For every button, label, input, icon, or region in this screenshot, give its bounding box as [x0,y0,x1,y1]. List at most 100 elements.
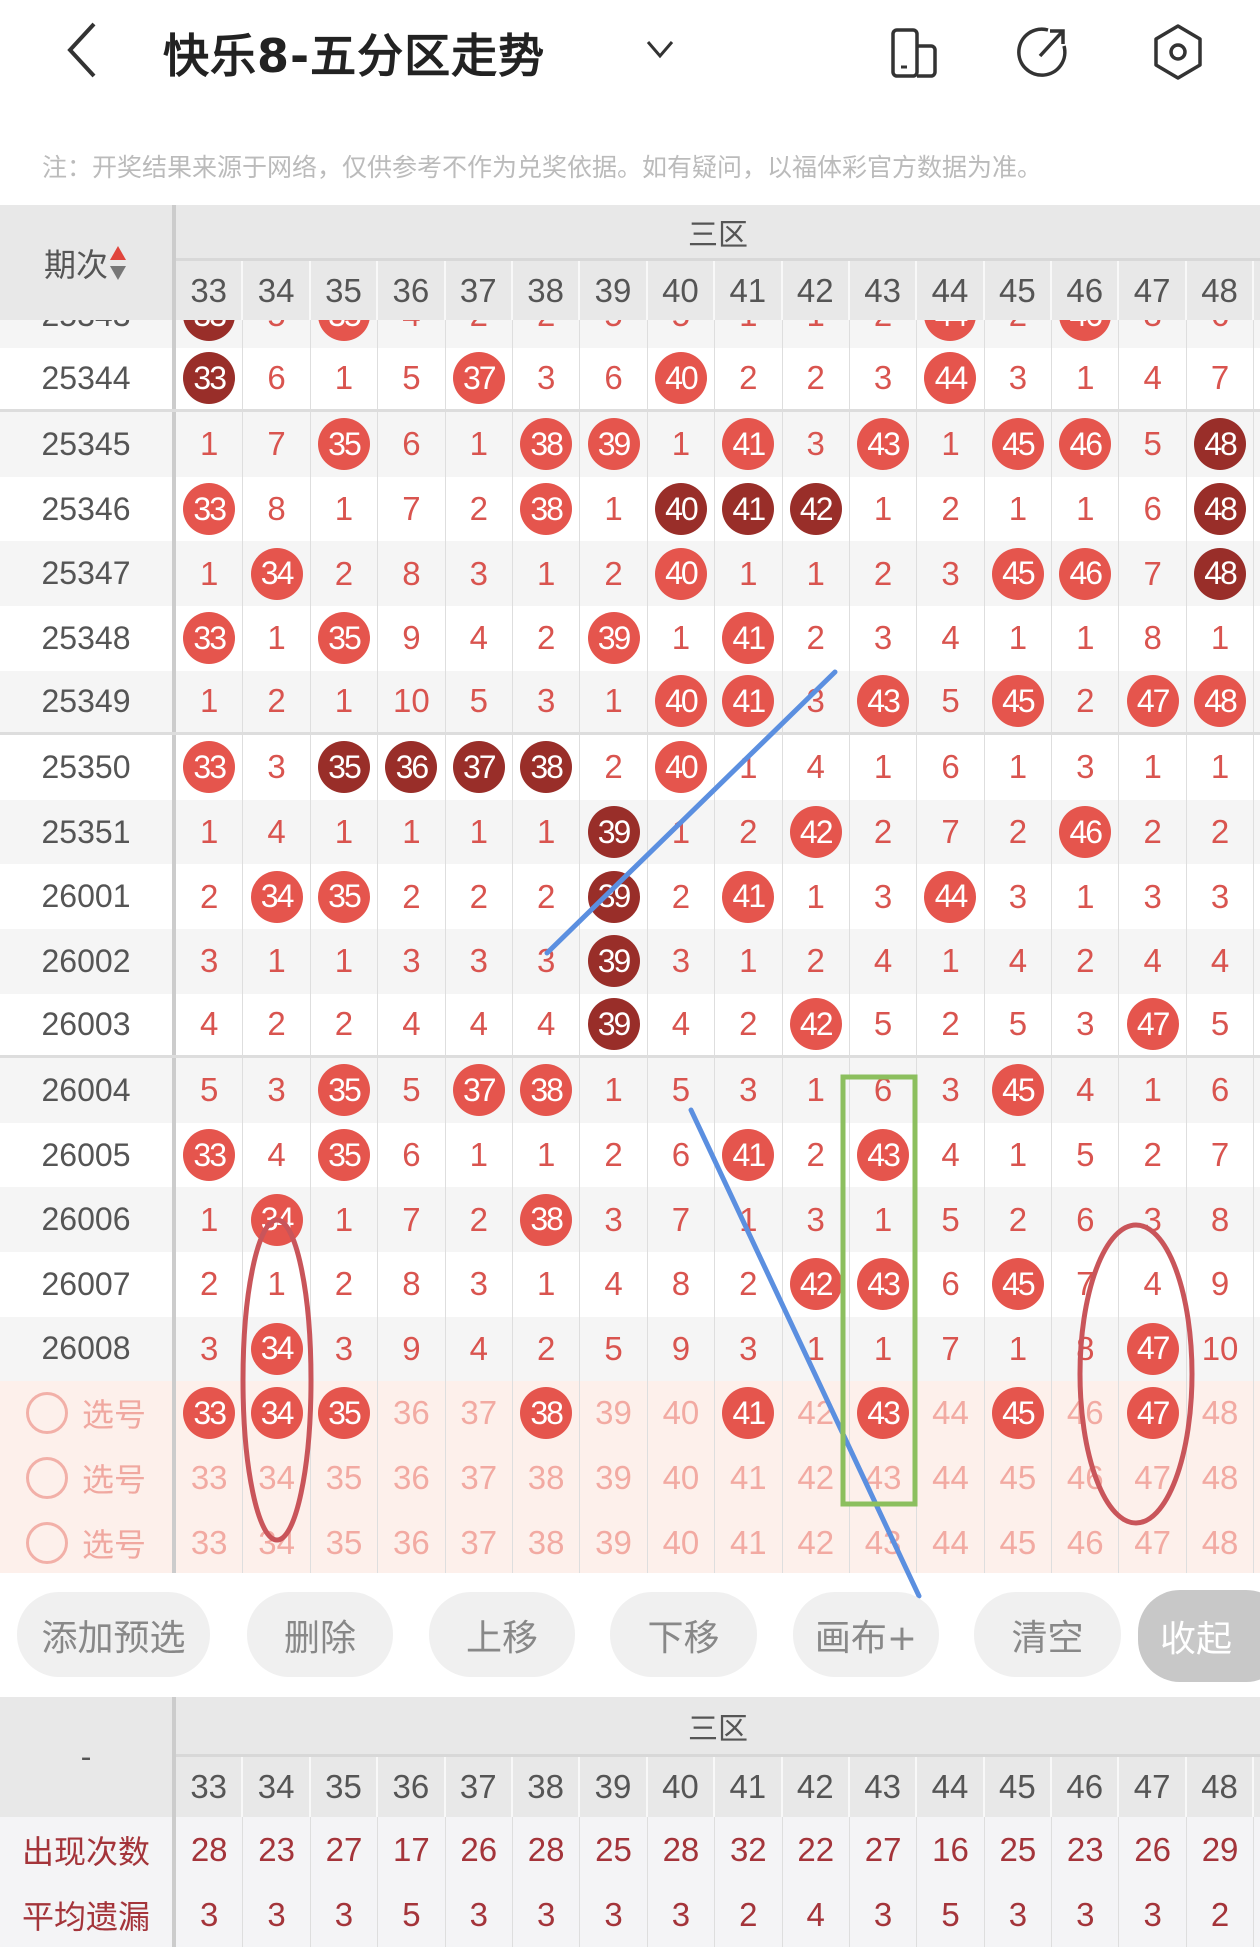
miss-count: 2 [1008,813,1028,851]
selection-cell[interactable]: 47 [1119,1510,1187,1573]
selection-cell[interactable]: 33 [176,1445,244,1511]
zone-label: 三区 [176,1697,1260,1757]
selection-cell[interactable]: 35 [311,1445,379,1511]
trend-cell: 1 [1187,606,1255,671]
trend-cell: 42 [783,799,850,865]
selection-cell[interactable]: 36 [378,1445,446,1511]
miss-count: 2 [1143,813,1162,851]
selection-cell[interactable]: 39 [580,1445,648,1511]
miss-count: 1 [200,554,219,592]
selection-cell[interactable]: 47 [1119,1445,1187,1511]
canvas-button[interactable]: 画布+ [793,1592,939,1677]
chevron-down-icon[interactable] [640,32,680,68]
settings-icon[interactable] [1148,22,1208,82]
selection-cell[interactable]: 36 [378,1510,446,1573]
selection-cell[interactable]: 35 [311,1510,379,1573]
selection-cell[interactable]: 36 [378,1381,446,1446]
add-preselect-button[interactable]: 添加预选 [17,1592,210,1677]
selection-number: 36 [393,1523,430,1561]
selection-cell[interactable]: 33 [176,1381,244,1446]
selection-cell[interactable]: 44 [917,1445,985,1511]
trend-cell: 35 [311,320,379,348]
selection-number: 44 [932,1459,969,1497]
selection-cell[interactable]: 35 [311,1381,379,1446]
selection-cell[interactable]: 40 [648,1445,716,1511]
selection-cell[interactable]: 44 [917,1510,985,1573]
back-arrow-icon[interactable] [58,18,108,82]
miss-count: 6 [1143,490,1162,528]
selection-cell[interactable]: 38 [513,1510,581,1573]
trend-cell: 1 [715,541,783,606]
selection-cell[interactable]: 37 [446,1445,513,1511]
selection-cell[interactable]: 38 [513,1445,581,1511]
selection-cell[interactable]: 42 [783,1510,850,1573]
miss-count: 3 [806,425,825,463]
period-header[interactable]: 期次 [0,205,176,320]
selection-cell[interactable]: 42 [783,1381,850,1446]
radio-button[interactable] [25,1457,68,1500]
selection-cell[interactable]: 43 [850,1510,918,1573]
selection-cell[interactable]: 37 [446,1510,513,1573]
trend-table-body[interactable]: 2534333535422551124424636253443361537364… [0,320,1260,1573]
selection-cell[interactable]: 48 [1187,1510,1255,1573]
selection-cell[interactable]: 46 [1052,1445,1120,1511]
selection-number: 33 [190,1523,228,1561]
trend-cell: 3 [378,929,446,994]
move-up-button[interactable]: 上移 [429,1592,575,1677]
miss-count: 1 [739,320,757,334]
selection-cell[interactable]: 45 [985,1381,1053,1446]
selection-cell[interactable]: 45 [985,1510,1053,1573]
hit-ball: 37 [452,1064,505,1117]
page-title[interactable]: 快乐8-五分区走势 [163,29,546,83]
selection-cell[interactable]: 41 [715,1510,783,1573]
stats-cell: 3 [176,1882,244,1947]
selection-cell[interactable]: 43 [850,1445,918,1511]
selection-cell[interactable]: 46 [1052,1510,1120,1573]
clear-button[interactable]: 清空 [974,1592,1121,1677]
selection-cell[interactable]: 38 [513,1381,581,1446]
selection-cell[interactable]: 34 [243,1445,311,1511]
selection-cell[interactable]: 34 [243,1381,311,1446]
miss-count: 4 [671,1005,691,1043]
selection-cell[interactable]: 39 [580,1510,648,1573]
selection-cell[interactable]: 41 [715,1445,783,1511]
collapse-button[interactable]: 收起 [1138,1590,1260,1682]
miss-count: 1 [536,1136,556,1174]
radio-button[interactable] [25,1521,68,1564]
device-switch-icon[interactable] [885,22,945,82]
selection-cell[interactable]: 33 [176,1510,244,1573]
selection-cell[interactable]: 40 [648,1510,716,1573]
trend-cell: 2 [715,1252,783,1317]
selection-cell[interactable]: 37 [446,1381,513,1446]
selection-cell[interactable]: 45 [985,1445,1053,1511]
selection-cell[interactable]: 41 [715,1381,783,1446]
trend-cell: 1 [850,735,918,800]
stats-cell: 22 [783,1817,850,1882]
selection-label-cell[interactable]: 选号 [0,1381,176,1446]
selection-cell[interactable]: 44 [917,1381,985,1446]
selection-cell[interactable]: 48 [1187,1381,1255,1446]
miss-count: 3 [402,942,421,980]
move-down-button[interactable]: 下移 [610,1592,757,1677]
delete-button[interactable]: 删除 [247,1592,393,1677]
selected-ball: 33 [183,1387,236,1440]
selection-label-cell[interactable]: 选号 [0,1445,176,1511]
period-cell: 26007 [0,1252,176,1317]
trend-cell: 47 [1119,670,1187,733]
selection-cell[interactable]: 39 [580,1381,648,1446]
miss-count: 1 [334,359,354,397]
column-header: 48 [1187,1757,1255,1817]
selection-cell[interactable]: 47 [1119,1381,1187,1446]
selection-cell[interactable]: 46 [1052,1381,1120,1446]
miss-count: 1 [806,1329,825,1367]
selection-cell[interactable]: 34 [243,1510,311,1573]
radio-button[interactable] [25,1392,68,1435]
selection-label-cell[interactable]: 选号 [0,1510,176,1573]
miss-count: 2 [1143,1136,1162,1174]
selection-cell[interactable]: 42 [783,1445,850,1511]
selection-cell[interactable]: 43 [850,1381,918,1446]
hit-ball: 39 [587,418,640,471]
share-icon[interactable] [1012,22,1072,82]
selection-cell[interactable]: 40 [648,1381,716,1446]
selection-cell[interactable]: 48 [1187,1445,1255,1511]
